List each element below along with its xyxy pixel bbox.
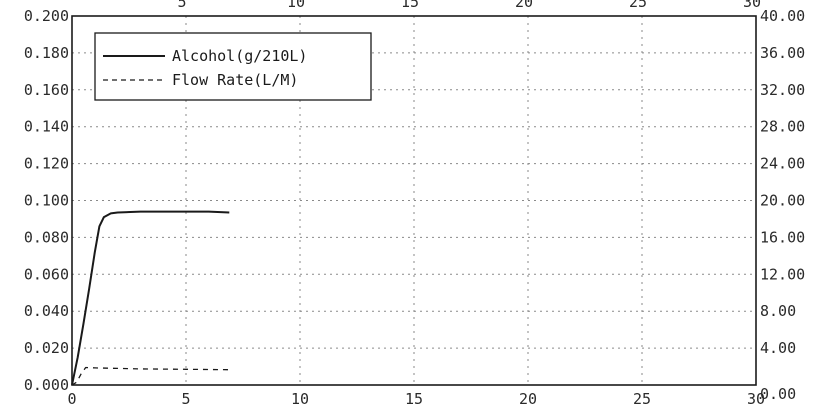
series-line-flow-rate xyxy=(71,366,230,386)
y-left-tick-label: 0.000 xyxy=(24,376,69,394)
y-left-tick-label: 0.020 xyxy=(24,339,69,357)
y-right-tick-label: 20.00 xyxy=(760,192,805,210)
x-tick-label: 0 xyxy=(67,390,76,408)
legend-label-alcohol: Alcohol(g/210L) xyxy=(172,47,307,65)
plot-frame xyxy=(71,15,757,386)
y-right-tick-label: 4.00 xyxy=(760,339,796,357)
y-right-tick-label: 8.00 xyxy=(760,302,796,320)
x-tick-label: 15 xyxy=(405,390,423,408)
y-right-tick-label: 32.00 xyxy=(760,81,805,99)
series-line-alcohol xyxy=(71,210,230,386)
x-tick-label: 30 xyxy=(747,390,765,408)
y-right-tick-label: 36.00 xyxy=(760,44,805,62)
y-right-tick-label: 40.00 xyxy=(760,7,805,25)
chart-grid xyxy=(72,16,756,385)
x-top-tick-label: 15 xyxy=(401,0,419,11)
y-left-tick-label: 0.200 xyxy=(24,7,69,25)
y-right-tick-label: 24.00 xyxy=(760,155,805,173)
y-left-tick-label: 0.100 xyxy=(24,192,69,210)
axis-ticks: 0.0000.0200.0400.0600.0800.1000.1200.140… xyxy=(24,0,805,408)
y-left-tick-label: 0.040 xyxy=(24,302,69,320)
y-left-tick-label: 0.140 xyxy=(24,118,69,136)
y-right-tick-label: 28.00 xyxy=(760,118,805,136)
x-tick-label: 20 xyxy=(519,390,537,408)
y-right-tick-label: 0.00 xyxy=(760,385,796,403)
y-right-tick-label: 16.00 xyxy=(760,228,805,246)
y-left-tick-label: 0.180 xyxy=(24,44,69,62)
y-right-tick-label: 12.00 xyxy=(760,265,805,283)
x-top-tick-label: 30 xyxy=(743,0,761,11)
x-tick-label: 25 xyxy=(633,390,651,408)
x-top-tick-label: 10 xyxy=(287,0,305,11)
y-left-tick-label: 0.120 xyxy=(24,155,69,173)
series-lines xyxy=(71,210,230,386)
x-top-tick-label: 25 xyxy=(629,0,647,11)
legend-box xyxy=(94,32,372,101)
legend: Alcohol(g/210L) Flow Rate(L/M) xyxy=(94,32,372,101)
legend-label-flow-rate: Flow Rate(L/M) xyxy=(172,71,298,89)
y-left-tick-label: 0.060 xyxy=(24,265,69,283)
x-top-tick-label: 5 xyxy=(177,0,186,11)
y-left-tick-label: 0.080 xyxy=(24,228,69,246)
y-left-tick-label: 0.160 xyxy=(24,81,69,99)
x-tick-label: 10 xyxy=(291,390,309,408)
x-tick-label: 5 xyxy=(181,390,190,408)
x-top-tick-label: 20 xyxy=(515,0,533,11)
